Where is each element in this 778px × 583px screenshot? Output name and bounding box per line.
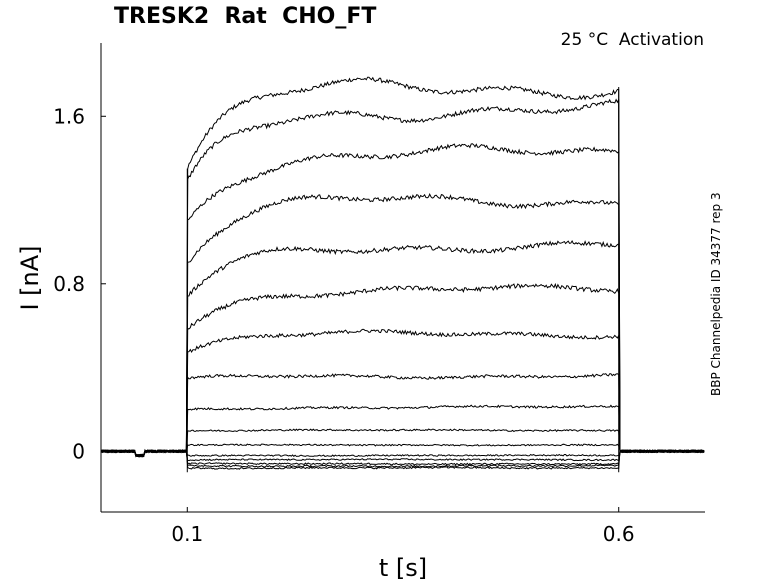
x-axis-label: t [s] xyxy=(379,554,427,582)
current-trace xyxy=(100,143,705,457)
current-trace xyxy=(100,239,705,458)
y-tick-label: 0 xyxy=(72,439,85,463)
current-trace xyxy=(100,328,705,458)
temperature-annotation: 25 °C Activation xyxy=(560,30,704,50)
current-trace xyxy=(100,76,705,457)
x-tick-label: 0.1 xyxy=(171,522,203,546)
current-trace xyxy=(100,193,705,458)
current-trace xyxy=(100,404,705,458)
current-trace xyxy=(100,449,705,462)
chart-title: TRESK2 Rat CHO_FT xyxy=(114,4,377,29)
y-axis-label: I [nA] xyxy=(16,245,44,310)
traces xyxy=(100,76,705,473)
ticks: 0.1 0.6 0 0.8 1.6 xyxy=(53,104,634,546)
current-trace xyxy=(100,449,705,470)
current-trace xyxy=(100,448,705,466)
current-trace xyxy=(100,443,705,457)
current-trace xyxy=(100,373,705,458)
y-tick-label: 1.6 xyxy=(53,104,85,128)
current-trace xyxy=(100,282,705,457)
x-tick-label: 0.6 xyxy=(603,522,635,546)
current-trace xyxy=(100,428,705,458)
current-trace xyxy=(100,98,705,458)
current-trace xyxy=(100,449,705,457)
current-trace xyxy=(100,449,705,468)
axes xyxy=(100,43,705,513)
y-tick-label: 0.8 xyxy=(53,272,85,296)
